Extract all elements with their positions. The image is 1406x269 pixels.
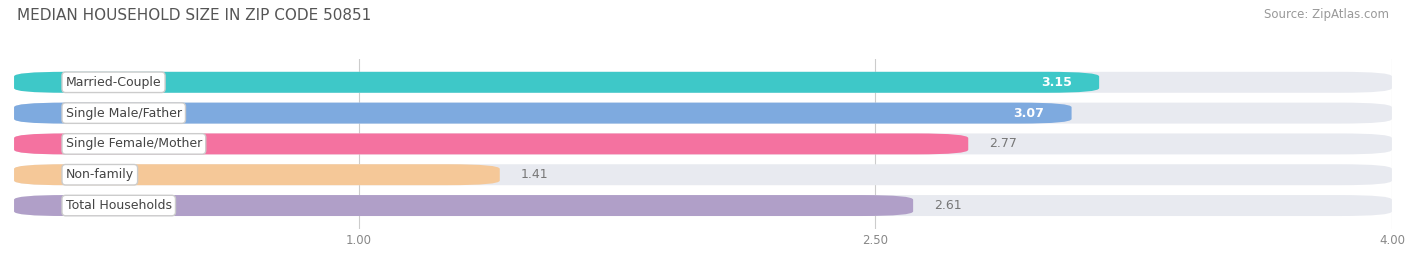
Text: Non-family: Non-family (66, 168, 134, 181)
FancyBboxPatch shape (14, 72, 1099, 93)
Text: 2.77: 2.77 (988, 137, 1017, 150)
Text: 2.61: 2.61 (934, 199, 962, 212)
FancyBboxPatch shape (14, 164, 499, 185)
FancyBboxPatch shape (14, 133, 969, 154)
FancyBboxPatch shape (14, 133, 1392, 154)
Text: MEDIAN HOUSEHOLD SIZE IN ZIP CODE 50851: MEDIAN HOUSEHOLD SIZE IN ZIP CODE 50851 (17, 8, 371, 23)
Text: Married-Couple: Married-Couple (66, 76, 162, 89)
Text: Source: ZipAtlas.com: Source: ZipAtlas.com (1264, 8, 1389, 21)
FancyBboxPatch shape (14, 195, 1392, 216)
Text: 1.41: 1.41 (520, 168, 548, 181)
Text: Single Female/Mother: Single Female/Mother (66, 137, 202, 150)
Text: Total Households: Total Households (66, 199, 172, 212)
FancyBboxPatch shape (14, 164, 1392, 185)
Text: 3.15: 3.15 (1040, 76, 1071, 89)
Text: 3.07: 3.07 (1014, 107, 1045, 120)
FancyBboxPatch shape (14, 103, 1071, 123)
Text: Single Male/Father: Single Male/Father (66, 107, 181, 120)
FancyBboxPatch shape (14, 195, 912, 216)
FancyBboxPatch shape (14, 72, 1392, 93)
FancyBboxPatch shape (14, 103, 1392, 123)
